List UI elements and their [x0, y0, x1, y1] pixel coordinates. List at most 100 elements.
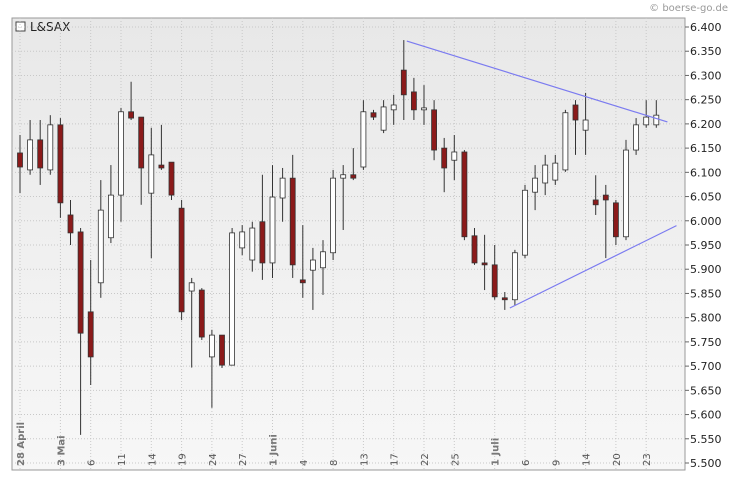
- y-tick-label: 6.350: [690, 45, 722, 58]
- candle-body: [77, 231, 84, 334]
- candle-body: [168, 161, 175, 196]
- candle-body: [340, 174, 347, 179]
- candle-body: [87, 311, 94, 358]
- x-tick-label: 14: [582, 453, 593, 466]
- y-tick-label: 6.250: [690, 94, 722, 107]
- candle-body: [299, 279, 306, 284]
- candle-body: [491, 264, 498, 298]
- x-tick-label: 25: [450, 453, 461, 466]
- candle-body: [219, 334, 225, 366]
- x-tick-label: 24: [208, 453, 219, 466]
- candle-body: [471, 235, 478, 264]
- candle-body: [512, 252, 518, 301]
- candle-body: [602, 194, 609, 201]
- candle-body: [633, 124, 639, 151]
- x-tick-label: 8: [329, 460, 340, 466]
- candle-body: [309, 259, 316, 271]
- y-tick-label: 5.700: [690, 360, 722, 373]
- x-tick-label: 4: [299, 460, 310, 466]
- candle-body: [461, 151, 468, 238]
- y-tick-label: 5.600: [690, 409, 722, 422]
- candle-body: [57, 124, 64, 204]
- candle-body: [410, 91, 417, 111]
- candle-body: [481, 262, 488, 266]
- candle-body: [613, 202, 619, 238]
- candle-body: [158, 164, 165, 169]
- candle-body: [441, 147, 448, 169]
- candle-body: [208, 334, 215, 358]
- plot-area: [11, 17, 686, 471]
- candle-body: [47, 124, 54, 171]
- candle-body: [421, 107, 427, 111]
- candle-body: [542, 164, 549, 184]
- candle-body: [138, 116, 145, 169]
- y-tick-label: 6.200: [690, 118, 722, 131]
- x-tick-label: 6: [87, 460, 98, 466]
- x-tick-label: 9: [551, 460, 562, 466]
- candle-body: [320, 251, 326, 269]
- x-tick-label: 19: [178, 453, 189, 466]
- candle-body: [97, 209, 104, 284]
- y-tick-label: 6.000: [690, 215, 722, 228]
- x-tick-label: 28 April: [16, 422, 27, 466]
- y-tick-label: 5.500: [690, 457, 722, 470]
- y-tick-label: 6.300: [690, 69, 722, 82]
- candle-body: [653, 114, 660, 126]
- candle-body: [148, 154, 155, 194]
- candle-body: [108, 194, 114, 239]
- y-tick-label: 6.400: [690, 21, 722, 34]
- candle-body: [239, 231, 246, 249]
- candle-body: [188, 282, 195, 292]
- x-tick-label: 3 Mai: [56, 435, 67, 466]
- candle-body: [572, 104, 579, 121]
- y-tick-label: 6.100: [690, 166, 722, 179]
- trendline: [509, 225, 677, 309]
- candle-body: [128, 111, 135, 119]
- x-tick-label: 13: [359, 453, 370, 466]
- y-tick-label: 6.150: [690, 142, 722, 155]
- x-tick-label: 22: [420, 453, 431, 466]
- candle-body: [279, 177, 286, 199]
- candle-body: [330, 177, 337, 254]
- x-tick-label: 1 Juni: [269, 434, 280, 466]
- x-tick-label: 17: [390, 453, 401, 466]
- watermark: © boerse-go.de: [649, 3, 728, 14]
- candle-body: [451, 151, 458, 161]
- y-tick-label: 5.900: [690, 263, 722, 276]
- y-tick-label: 5.750: [690, 336, 722, 349]
- candle-body: [350, 174, 357, 179]
- candle-body: [532, 177, 538, 193]
- x-tick-label: 27: [238, 453, 249, 466]
- candle-body: [562, 112, 569, 171]
- y-tick-label: 6.050: [690, 191, 722, 204]
- x-tick-label: 23: [642, 453, 653, 466]
- candle-body: [390, 104, 397, 111]
- x-tick-label: 6: [521, 460, 532, 466]
- y-tick-label: 5.950: [690, 239, 722, 252]
- candle-body: [370, 112, 377, 118]
- y-tick-label: 5.550: [690, 433, 722, 446]
- candle-body: [289, 177, 296, 266]
- candle-body: [643, 116, 650, 126]
- candle-body: [229, 232, 236, 366]
- candle-body: [67, 214, 74, 234]
- candle-body: [360, 111, 367, 168]
- candle-body: [380, 106, 387, 131]
- trendline: [406, 40, 668, 123]
- y-tick-label: 5.650: [690, 384, 722, 397]
- grid: [12, 18, 689, 470]
- candle-body: [17, 152, 23, 168]
- candle-body: [623, 149, 629, 238]
- x-tick-label: 1 Juli: [491, 438, 502, 466]
- candle-body: [592, 199, 599, 206]
- candle-body: [37, 139, 44, 169]
- candle-body: [582, 119, 589, 131]
- candle-body: [522, 189, 528, 256]
- x-tick-label: 20: [612, 453, 623, 466]
- legend-box: [15, 21, 26, 32]
- candle-body: [198, 289, 205, 338]
- candle-body: [118, 111, 124, 196]
- candle-body: [259, 221, 266, 264]
- candle-body: [501, 297, 508, 301]
